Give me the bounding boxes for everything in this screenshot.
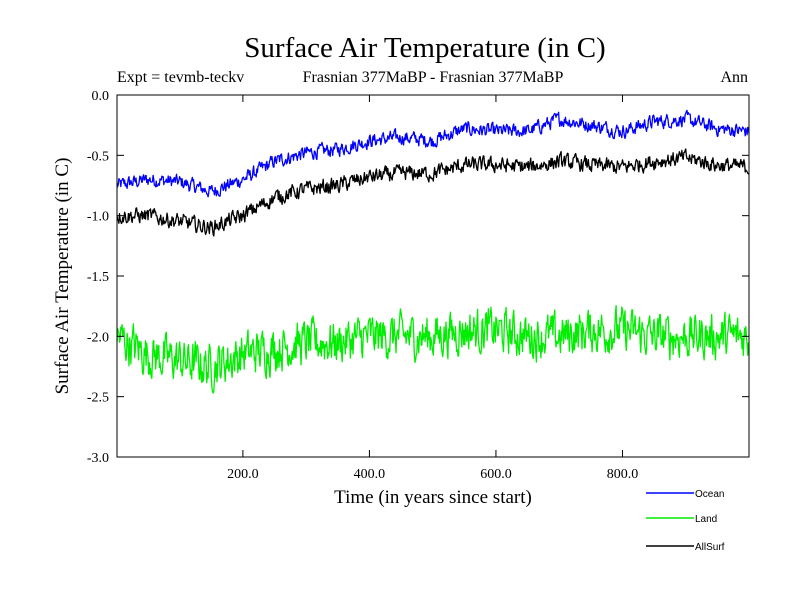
x-tick-label: 400.0: [354, 467, 386, 482]
series-line-ocean: [116, 109, 750, 198]
chart-subtitle-center: Frasnian 377MaBP - Frasnian 377MaBP: [303, 69, 564, 86]
y-tick-label: -2.5: [87, 391, 109, 406]
y-tick-label: -0.5: [87, 149, 109, 164]
y-axis-label: Surface Air Temperature (in C): [52, 158, 73, 395]
chart-subtitle-left: Expt = tevmb-teckv: [117, 69, 244, 86]
legend: Ocean Land AllSurf: [646, 489, 725, 553]
series-layer: [116, 109, 750, 394]
chart-title: Surface Air Temperature (in C): [244, 32, 605, 64]
series-line-allsurf: [116, 148, 750, 237]
x-axis-label: Time (in years since start): [334, 487, 532, 508]
y-tick-label: -1.0: [87, 210, 109, 225]
legend-label-land: Land: [695, 514, 717, 525]
x-tick-label: 800.0: [607, 467, 639, 482]
series-line-land: [116, 304, 750, 394]
legend-label-allsurf: AllSurf: [695, 542, 725, 553]
x-tick-label: 600.0: [480, 467, 512, 482]
ticks-layer: 0.0 -0.5 -1.0 -1.5 -2.0 -2.5 -3.0 200.0 400.0 600…: [87, 89, 749, 482]
legend-label-ocean: Ocean: [695, 489, 724, 500]
y-tick-label: -1.5: [87, 270, 109, 285]
chart-subtitle-right: Ann: [720, 69, 748, 86]
x-tick-label: 200.0: [227, 467, 259, 482]
y-tick-label: -3.0: [87, 451, 109, 466]
y-tick-label: 0.0: [92, 89, 110, 104]
plot-frame: [116, 94, 750, 458]
y-tick-label: -2.0: [87, 330, 109, 345]
